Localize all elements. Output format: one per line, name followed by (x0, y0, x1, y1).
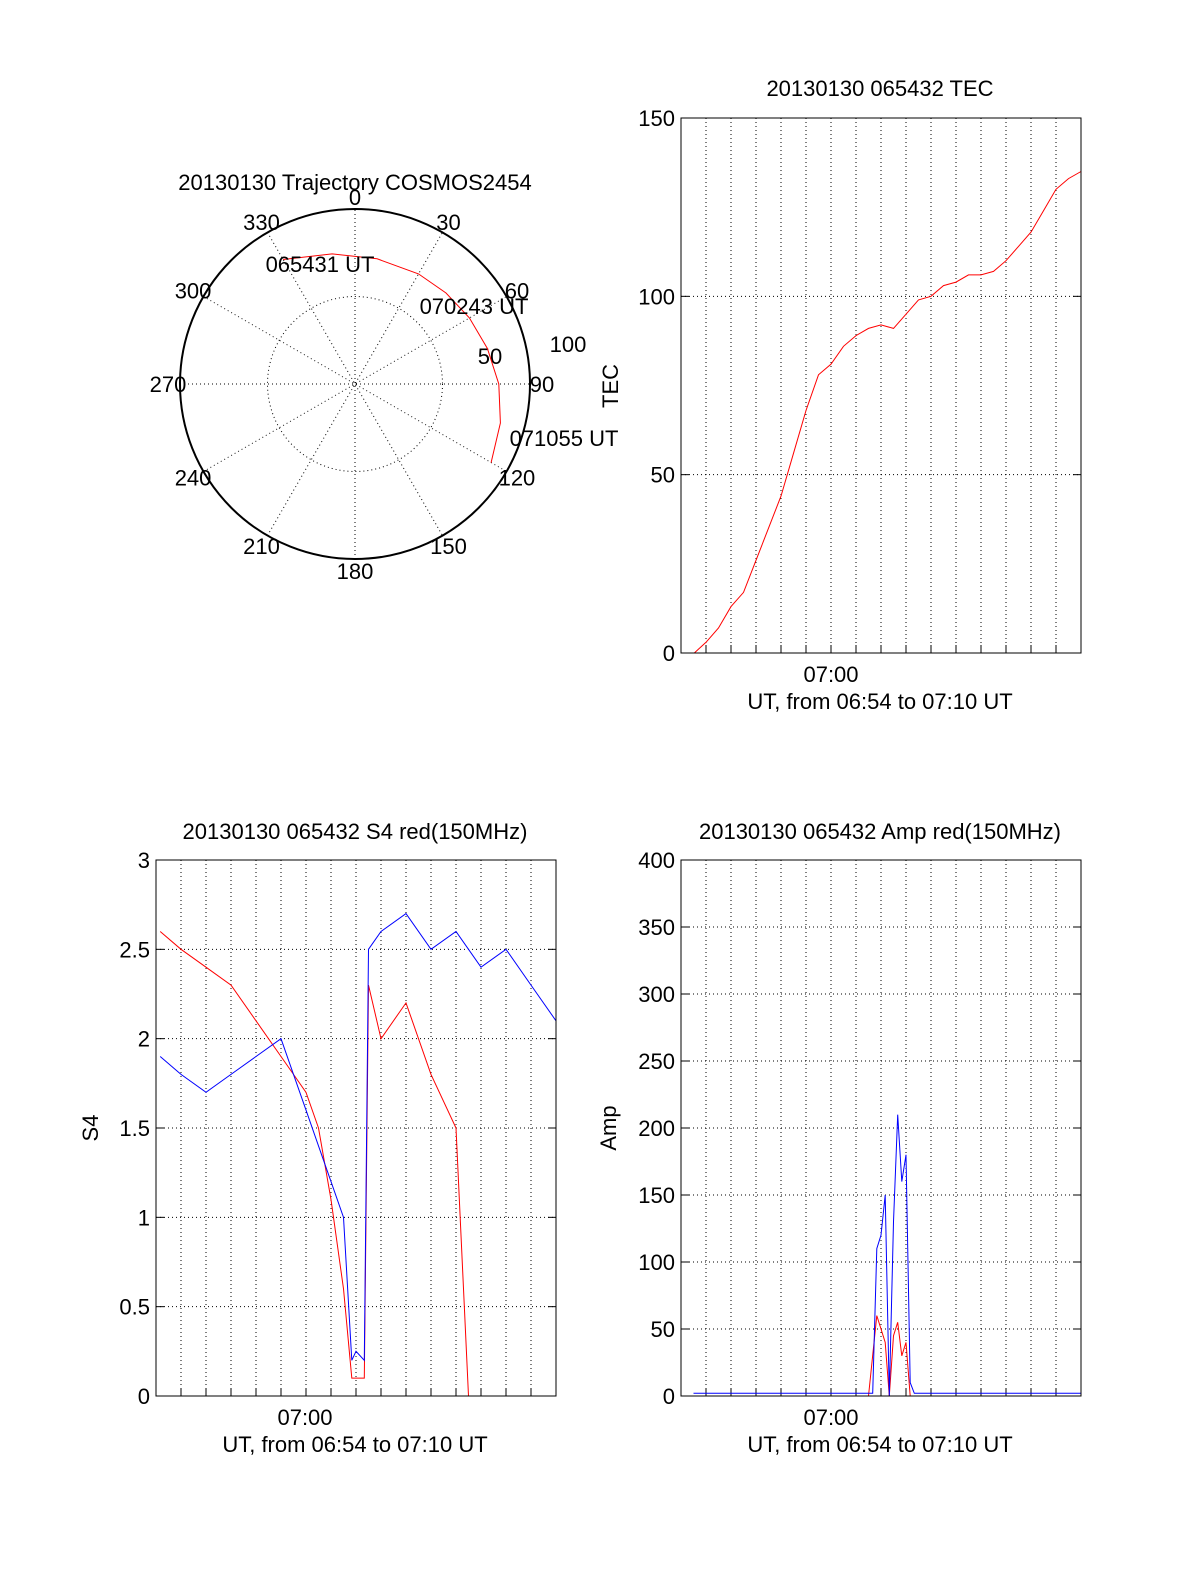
tec-plot-frame (680, 117, 1082, 654)
y-tick-label: 2.5 (119, 937, 150, 962)
y-tick-label: 3 (138, 848, 150, 873)
tec-grid (681, 118, 1081, 653)
trajectory-polar-panel: 20130130 Trajectory COSMOS2454 0 30 60 90 12… (150, 170, 623, 584)
amp-red-series-line (693, 1315, 1081, 1397)
amp-y-axis-title: Amp (596, 1105, 621, 1150)
polar-angle-label: 30 (436, 210, 460, 235)
y-tick-label: 1.5 (119, 1116, 150, 1141)
amp-grid (681, 860, 1081, 1396)
polar-grid (180, 209, 530, 559)
annotation-mid-time: 070243 UT (420, 294, 529, 319)
y-tick-label: 250 (638, 1049, 675, 1074)
y-tick-label: 100 (638, 1250, 675, 1275)
polar-angle-label: 330 (243, 210, 280, 235)
s4-panel: 20130130 065432 S4 red(150MHz) 0 0.5 1 1.5 2… (78, 819, 557, 1457)
polar-angle-label: 90 (530, 372, 554, 397)
polar-angle-label: 240 (175, 466, 212, 491)
s4-x-tick-label: 07:00 (277, 1405, 332, 1430)
y-tick-label: 0.5 (119, 1295, 150, 1320)
polar-angle-labels: 0 30 60 90 120 150 180 210 240 270 300 330 (150, 185, 555, 584)
y-tick-label: 1 (138, 1205, 150, 1230)
y-tick-label: 200 (638, 1116, 675, 1141)
trajectory-line (283, 253, 501, 463)
y-tick-label: 0 (138, 1384, 150, 1409)
amp-y-axis-ticks: 0 50 100 150 200 250 300 350 400 (638, 848, 1081, 1409)
s4-plot-frame (155, 859, 557, 1397)
amp-x-tick-label: 07:00 (803, 1405, 858, 1430)
amp-panel: 20130130 065432 Amp red(150MHz) 0 50 100 15… (596, 819, 1082, 1457)
polar-angle-label: 60 (505, 279, 529, 304)
s4-red-series-line (159, 931, 469, 1397)
tec-x-tick-label: 07:00 (803, 662, 858, 687)
polar-angle-label: 180 (337, 559, 374, 584)
y-tick-label: 50 (651, 463, 675, 488)
s4-x-axis-title: UT, from 06:54 to 07:10 UT (222, 1432, 487, 1457)
amp-blue-series-line (693, 1114, 1081, 1397)
tec-panel: 20130130 065432 TEC 0 50 100 150 07:00 UT, … (638, 76, 1082, 714)
s4-y-axis-title: S4 (78, 1115, 103, 1142)
y-tick-label: 350 (638, 915, 675, 940)
s4-title: 20130130 065432 S4 red(150MHz) (183, 819, 528, 844)
y-tick-label: 0 (663, 1384, 675, 1409)
polar-grid-ring (267, 296, 443, 472)
s4-blue-series-line (159, 912, 557, 1362)
polar-angle-label: 300 (175, 279, 212, 304)
polar-angle-label: 150 (430, 534, 467, 559)
polar-angle-label: 120 (499, 466, 536, 491)
tec-series-line (693, 171, 1082, 654)
annotation-start-time: 065431 UT (266, 252, 375, 277)
s4-y-axis-ticks: 0 0.5 1 1.5 2 2.5 3 (119, 848, 556, 1409)
y-tick-label: 400 (638, 848, 675, 873)
polar-angle-label: 210 (243, 534, 280, 559)
polar-outer-ring (179, 208, 531, 560)
tec-y-axis-ticks: 0 50 100 150 (638, 106, 1081, 666)
tec-x-axis-title: UT, from 06:54 to 07:10 UT (747, 689, 1012, 714)
y-tick-label: 50 (651, 1317, 675, 1342)
y-tick-label: 150 (638, 1183, 675, 1208)
y-tick-label: 100 (638, 284, 675, 309)
y-tick-label: 0 (663, 641, 675, 666)
amp-x-axis-title: UT, from 06:54 to 07:10 UT (747, 1432, 1012, 1457)
amp-title: 20130130 065432 Amp red(150MHz) (699, 819, 1061, 844)
polar-angle-label: 0 (349, 185, 361, 210)
trajectory-title: 20130130 Trajectory COSMOS2454 (178, 170, 531, 195)
polar-radius-label-100: 100 (550, 332, 587, 357)
polar-radius-axis-title: TEC (598, 364, 623, 408)
y-tick-label: 2 (138, 1027, 150, 1052)
annotation-end-time: 071055 UT (510, 426, 619, 451)
s4-grid (156, 860, 556, 1396)
y-tick-label: 300 (638, 982, 675, 1007)
amp-plot-frame (680, 859, 1082, 1397)
y-tick-label: 150 (638, 106, 675, 131)
tec-title: 20130130 065432 TEC (766, 76, 993, 101)
polar-angle-label: 270 (150, 372, 187, 397)
